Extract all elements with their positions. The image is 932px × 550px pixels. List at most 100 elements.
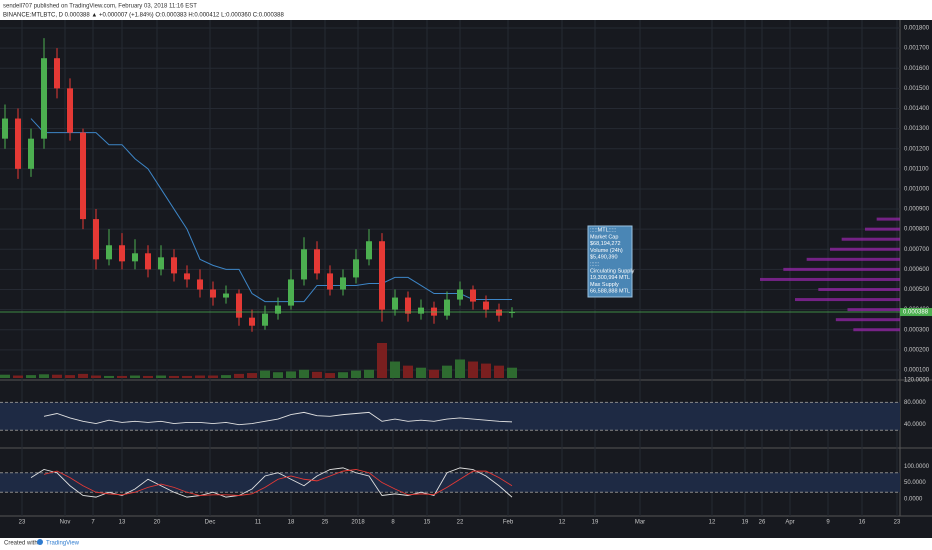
- volume-bar: [507, 367, 517, 378]
- x-tick-label: 26: [759, 520, 766, 526]
- volume-profile-bar: [835, 318, 900, 322]
- volume-bar: [13, 375, 23, 378]
- candle-body: [197, 279, 203, 290]
- tv-logo: [37, 539, 43, 545]
- x-tick-label: 13: [119, 520, 126, 526]
- x-tick-label: 18: [288, 520, 295, 526]
- y-tick-label: 0.001600: [904, 66, 930, 72]
- volume-bar: [182, 375, 192, 378]
- x-tick-label: Feb: [503, 520, 514, 526]
- y-tick-label: 0.000100: [904, 368, 930, 374]
- volume-bar: [273, 372, 283, 378]
- x-tick-label: 7: [91, 520, 95, 526]
- candle-body: [262, 313, 268, 326]
- y-tick-label: 0.000900: [904, 207, 930, 213]
- y-tick-label: 0.000500: [904, 287, 930, 293]
- x-tick-label: 25: [322, 520, 329, 526]
- volume-bar: [403, 365, 413, 378]
- y-tick-label: 0.001300: [904, 126, 930, 132]
- indicator-band: [0, 472, 900, 493]
- volume-bar: [364, 369, 374, 378]
- candle-body: [41, 58, 47, 139]
- volume-bar: [481, 363, 491, 378]
- indicator-line: [43, 469, 513, 496]
- volume-bar: [0, 374, 10, 378]
- volume-bar: [208, 375, 218, 378]
- volume-bar: [78, 373, 88, 378]
- candle-body: [210, 289, 216, 298]
- volume-bar: [455, 359, 465, 378]
- indicator-tick-label: 80.0000: [904, 400, 926, 406]
- candle-body: [418, 307, 424, 314]
- candle-body: [483, 301, 489, 310]
- info-line: Market Cap: [590, 234, 618, 240]
- volume-bar: [377, 343, 387, 378]
- candle-body: [236, 293, 242, 318]
- y-tick-label: 0.001100: [904, 166, 929, 172]
- candle-body: [106, 245, 112, 260]
- x-tick-label: Dec: [205, 520, 216, 526]
- candle-body: [93, 219, 99, 260]
- volume-bar: [156, 375, 166, 378]
- y-tick-label: 0.001200: [904, 146, 930, 152]
- info-line: :::::MTL:::::: [590, 227, 617, 233]
- volume-bar: [390, 361, 400, 378]
- candle-body: [171, 257, 177, 274]
- volume-bar: [221, 375, 231, 378]
- x-tick-label: 11: [255, 520, 262, 526]
- candle-body: [275, 305, 281, 314]
- candle-body: [379, 241, 385, 310]
- volume-bar: [91, 375, 101, 378]
- candle-body: [353, 259, 359, 278]
- info-box: [587, 225, 633, 298]
- y-tick-label: 0.000300: [904, 327, 930, 333]
- x-tick-label: 22: [457, 520, 464, 526]
- y-tick-label: 0.001800: [904, 26, 930, 32]
- candle-body: [119, 245, 125, 262]
- candle-body: [67, 88, 73, 133]
- volume-bar: [429, 369, 439, 378]
- volume-bar: [195, 375, 205, 378]
- volume-bar: [468, 361, 478, 378]
- footer-brand: TradingView: [46, 541, 80, 547]
- info-line: 66,588,888 MTL: [590, 289, 630, 295]
- volume-bar: [247, 373, 257, 378]
- candle-body: [431, 307, 437, 316]
- y-tick-label: 0.000800: [904, 227, 930, 233]
- candle-body: [496, 309, 502, 316]
- candle-body: [301, 249, 307, 280]
- info-line: 19,300,994 MTL: [590, 275, 630, 281]
- publish-line: sendell707 published on TradingView.com,…: [3, 4, 197, 10]
- x-tick-label: Mar: [635, 520, 645, 526]
- volume-bar: [143, 375, 153, 378]
- x-tick-label: 15: [424, 520, 431, 526]
- volume-bar: [442, 365, 452, 378]
- volume-profile-bar: [841, 237, 900, 241]
- x-tick-label: 9: [826, 520, 830, 526]
- indicator-line: [43, 411, 513, 426]
- volume-profile-bar: [847, 308, 900, 312]
- candle-body: [457, 289, 463, 300]
- x-tick-label: 12: [709, 520, 716, 526]
- candle-body: [288, 279, 294, 306]
- indicator-tick-label: 100.0000: [904, 464, 930, 470]
- y-tick-label: 0.000200: [904, 347, 930, 353]
- info-line: Volume (24h): [590, 248, 623, 254]
- candle-body: [444, 299, 450, 316]
- volume-bar: [351, 370, 361, 378]
- y-tick-label: 0.001400: [904, 106, 930, 112]
- candle-body: [2, 118, 8, 139]
- x-tick-label: 2018: [351, 520, 365, 526]
- volume-bar: [65, 375, 75, 378]
- symbol-line: BINANCE:MTLBTC, D 0.000388 ▲ +0.000007 (…: [3, 13, 284, 19]
- volume-bar: [169, 375, 179, 378]
- x-tick-label: 16: [859, 520, 866, 526]
- indicator-tick-label: 40.0000: [904, 422, 926, 428]
- volume-profile-bar: [865, 227, 900, 231]
- candle-body: [158, 257, 164, 270]
- volume-bar: [338, 372, 348, 378]
- y-tick-label: 0.001700: [904, 46, 930, 52]
- volume-profile-bar: [795, 298, 900, 302]
- volume-bar: [117, 375, 127, 378]
- candle-body: [28, 138, 34, 169]
